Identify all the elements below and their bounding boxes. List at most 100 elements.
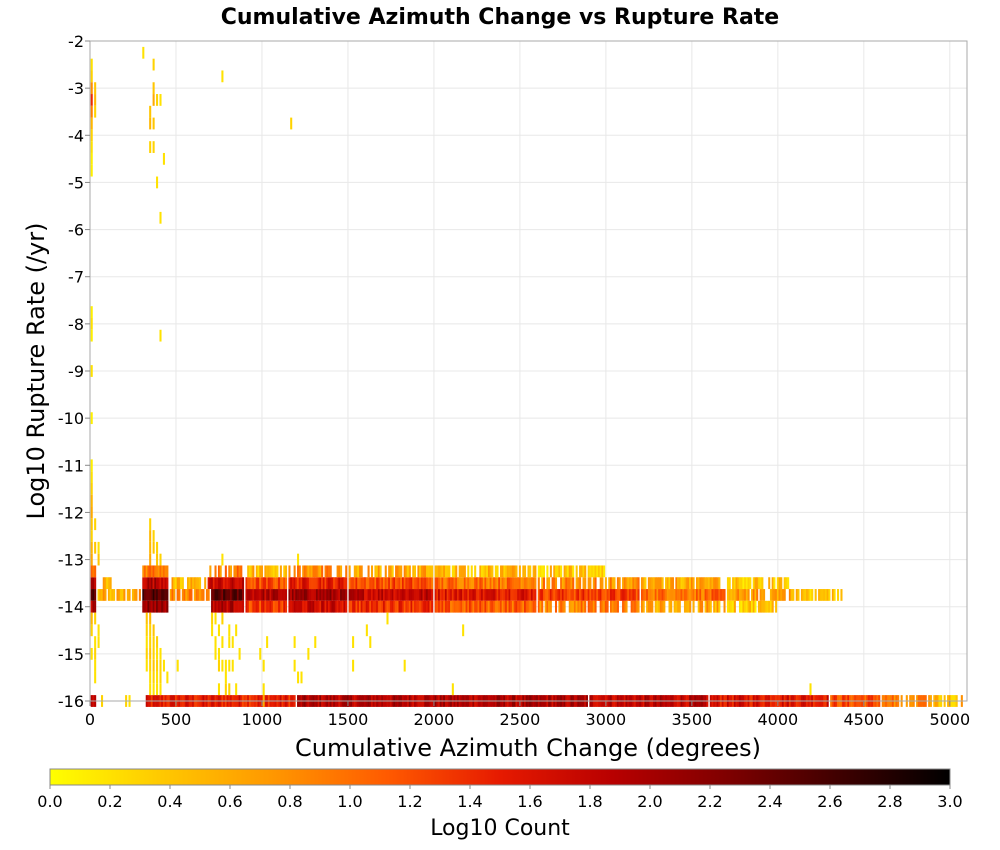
heatmap-cell [451,683,454,696]
heatmap-cell [94,659,97,672]
heatmap-cell [706,589,709,601]
heatmap-cell [150,565,153,578]
heatmap-cell [611,577,614,590]
heatmap-cell [692,600,695,613]
heatmap-cell [149,600,152,613]
heatmap-cell [309,600,312,613]
heatmap-cell [558,600,561,613]
heatmap-cell [759,577,762,590]
heatmap-cell [558,589,561,601]
heatmap-cell [157,600,160,613]
heatmap-cell [90,70,93,83]
heatmap-cell [475,577,478,590]
heatmap-cell [162,589,165,601]
heatmap-cell [730,600,733,613]
heatmap-cell [217,624,220,637]
heatmap-cell [498,577,501,590]
heatmap-cell [94,541,97,554]
heatmap-cell [410,577,413,590]
heatmap-cell [159,577,162,590]
heatmap-cell [152,58,155,71]
heatmap-cell [283,600,286,613]
heatmap-cell [90,553,93,566]
heatmap-cell [262,600,265,613]
heatmap-cell [632,589,635,601]
heatmap-cell [481,600,484,613]
heatmap-cell [632,577,635,590]
heatmap-cell [618,577,621,590]
heatmap-cell [300,671,303,684]
heatmap-cell [166,577,169,590]
heatmap-cell [695,589,699,601]
heatmap-cell [90,541,93,554]
heatmap-cell [209,577,212,590]
heatmap-cell [340,565,343,578]
heatmap-cell [422,577,425,590]
heatmap-cell [281,600,284,613]
heatmap-cell [658,600,661,613]
heatmap-cell [560,565,563,578]
heatmap-cell [477,577,480,590]
heatmap-cell [391,565,394,578]
heatmap-cell [577,600,580,613]
heatmap-cell [527,577,530,590]
heatmap-cell [499,577,503,590]
heatmap-cell [254,600,257,613]
heatmap-cell [195,577,198,590]
heatmap-cell [744,600,747,613]
heatmap-cell [541,589,544,601]
heatmap-cell [420,600,423,613]
heatmap-cell [757,600,760,613]
heatmap-cell [637,589,640,601]
heatmap-cell [393,589,396,601]
heatmap-cell [144,565,147,578]
heatmap-cell [575,600,578,613]
heatmap-cell [324,600,327,613]
heatmap-cell [297,577,300,590]
heatmap-cell [327,600,331,613]
heatmap-cell [573,600,576,613]
heatmap-cell [690,577,693,590]
heatmap-cell [147,565,150,578]
heatmap-cell [529,565,532,578]
heatmap-cell [92,600,95,613]
heatmap-cell [142,577,145,590]
heatmap-cell [467,600,470,613]
heatmap-cell [298,589,301,601]
heatmap-cell [315,589,319,601]
heatmap-cell [388,589,391,601]
x-tick-label: 500 [161,710,192,729]
heatmap-cell [486,577,489,590]
heatmap-cell [482,577,485,590]
heatmap-cell [747,600,750,613]
heatmap-cell [303,589,306,601]
heatmap-cell [159,329,162,342]
heatmap-cell [735,577,738,590]
heatmap-cell [145,636,148,648]
heatmap-cell [365,624,368,637]
heatmap-cell [156,659,159,672]
heatmap-cell [501,577,504,590]
heatmap-cell [214,636,217,648]
heatmap-cell [444,589,447,601]
heatmap-cell [94,577,97,590]
heatmap-cell [606,600,609,613]
heatmap-cell [90,152,93,165]
heatmap-cell [281,589,284,601]
colorbar-tick-label: 0.0 [37,792,62,811]
heatmap-cell [235,624,238,637]
heatmap-cell [369,577,372,590]
heatmap-cell [405,565,408,578]
heatmap-cell [302,577,305,590]
heatmap-cell [288,565,291,578]
colorbar-tick-label: 1.4 [457,792,482,811]
heatmap-cell [272,565,276,578]
heatmap-cell [97,636,100,648]
y-tick-label: -10 [58,409,84,428]
heatmap-cell [622,589,625,601]
heatmap-cell [563,589,566,601]
heatmap-cell [250,577,253,590]
heatmap-cell [226,577,229,590]
heatmap-cell [279,600,282,613]
heatmap-cell [285,589,288,601]
